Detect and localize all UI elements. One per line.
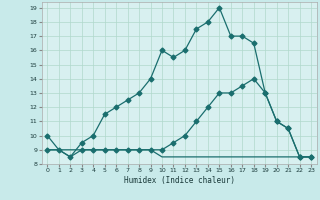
X-axis label: Humidex (Indice chaleur): Humidex (Indice chaleur): [124, 176, 235, 185]
